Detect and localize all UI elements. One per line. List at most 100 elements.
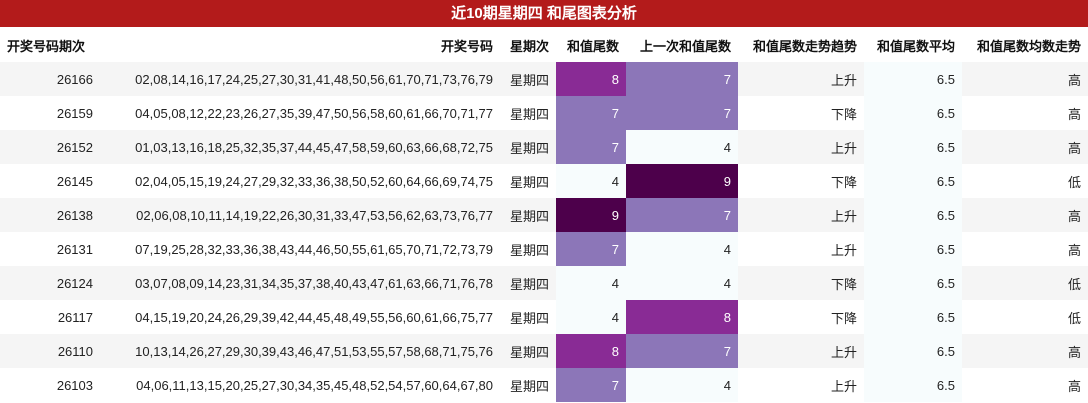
numbers-cell: 04,05,08,12,22,23,26,27,35,39,47,50,56,5… xyxy=(100,96,500,130)
table-row: 26138 02,06,08,10,11,14,19,22,26,30,31,33… xyxy=(0,198,1088,232)
numbers-cell: 02,06,08,10,11,14,19,22,26,30,31,33,47,5… xyxy=(100,198,500,232)
table-row: 26124 03,07,08,09,14,23,31,34,35,37,38,40… xyxy=(0,266,1088,300)
period-cell: 26145 xyxy=(0,164,100,198)
trend-cell: 上升 xyxy=(738,368,864,402)
trend-cell: 上升 xyxy=(738,130,864,164)
period-cell: 26138 xyxy=(0,198,100,232)
header-numbers[interactable]: 开奖号码 xyxy=(100,28,500,62)
avg-cell: 6.5 xyxy=(864,198,962,232)
table-row: 26152 01,03,13,16,18,25,32,35,37,44,45,47… xyxy=(0,130,1088,164)
numbers-cell: 04,06,11,13,15,20,25,27,30,34,35,45,48,5… xyxy=(100,368,500,402)
tail-cell: 9 xyxy=(556,198,626,232)
header-avg[interactable]: 和值尾数平均 xyxy=(864,28,962,62)
avg-cell: 6.5 xyxy=(864,164,962,198)
avg-cell: 6.5 xyxy=(864,130,962,164)
trend-cell: 上升 xyxy=(738,198,864,232)
trend-cell: 上升 xyxy=(738,334,864,368)
prev-tail-cell: 4 xyxy=(626,130,738,164)
prev-tail-cell: 7 xyxy=(626,96,738,130)
trend-cell: 上升 xyxy=(738,232,864,266)
avg-cell: 6.5 xyxy=(864,96,962,130)
table-row: 26110 10,13,14,26,27,29,30,39,43,46,47,51… xyxy=(0,334,1088,368)
avg-trend-cell: 高 xyxy=(962,130,1088,164)
avg-cell: 6.5 xyxy=(864,62,962,96)
header-trend[interactable]: 和值尾数走势趋势 xyxy=(738,28,864,62)
tail-cell: 4 xyxy=(556,164,626,198)
avg-trend-cell: 高 xyxy=(962,96,1088,130)
avg-trend-cell: 高 xyxy=(962,232,1088,266)
table-row: 26145 02,04,05,15,19,24,27,29,32,33,36,38… xyxy=(0,164,1088,198)
header-weekday[interactable]: 星期次 xyxy=(500,28,556,62)
period-cell: 26103 xyxy=(0,368,100,402)
prev-tail-cell: 4 xyxy=(626,232,738,266)
trend-cell: 下降 xyxy=(738,96,864,130)
tail-analysis-table: 开奖号码期次 开奖号码 星期次 和值尾数 上一次和值尾数 和值尾数走势趋势 和值… xyxy=(0,28,1088,402)
period-cell: 26166 xyxy=(0,62,100,96)
prev-tail-cell: 7 xyxy=(626,334,738,368)
prev-tail-cell: 9 xyxy=(626,164,738,198)
avg-trend-cell: 低 xyxy=(962,266,1088,300)
numbers-cell: 01,03,13,16,18,25,32,35,37,44,45,47,58,5… xyxy=(100,130,500,164)
numbers-cell: 04,15,19,20,24,26,29,39,42,44,45,48,49,5… xyxy=(100,300,500,334)
tail-cell: 4 xyxy=(556,266,626,300)
numbers-cell: 02,08,14,16,17,24,25,27,30,31,41,48,50,5… xyxy=(100,62,500,96)
weekday-cell: 星期四 xyxy=(500,164,556,198)
avg-trend-cell: 高 xyxy=(962,198,1088,232)
period-cell: 26131 xyxy=(0,232,100,266)
avg-cell: 6.5 xyxy=(864,300,962,334)
weekday-cell: 星期四 xyxy=(500,300,556,334)
prev-tail-cell: 4 xyxy=(626,266,738,300)
header-prev-tail[interactable]: 上一次和值尾数 xyxy=(626,28,738,62)
weekday-cell: 星期四 xyxy=(500,130,556,164)
weekday-cell: 星期四 xyxy=(500,334,556,368)
avg-cell: 6.5 xyxy=(864,368,962,402)
avg-trend-cell: 低 xyxy=(962,164,1088,198)
period-cell: 26152 xyxy=(0,130,100,164)
table-row: 26159 04,05,08,12,22,23,26,27,35,39,47,50… xyxy=(0,96,1088,130)
tail-cell: 8 xyxy=(556,62,626,96)
avg-cell: 6.5 xyxy=(864,232,962,266)
trend-cell: 下降 xyxy=(738,266,864,300)
period-cell: 26117 xyxy=(0,300,100,334)
prev-tail-cell: 8 xyxy=(626,300,738,334)
trend-cell: 下降 xyxy=(738,300,864,334)
weekday-cell: 星期四 xyxy=(500,266,556,300)
avg-trend-cell: 低 xyxy=(962,300,1088,334)
table-row: 26103 04,06,11,13,15,20,25,27,30,34,35,45… xyxy=(0,368,1088,402)
page-title: 近10期星期四 和尾图表分析 xyxy=(0,0,1088,28)
weekday-cell: 星期四 xyxy=(500,96,556,130)
period-cell: 26159 xyxy=(0,96,100,130)
avg-trend-cell: 高 xyxy=(962,62,1088,96)
tail-cell: 7 xyxy=(556,368,626,402)
avg-trend-cell: 高 xyxy=(962,334,1088,368)
prev-tail-cell: 4 xyxy=(626,368,738,402)
numbers-cell: 02,04,05,15,19,24,27,29,32,33,36,38,50,5… xyxy=(100,164,500,198)
weekday-cell: 星期四 xyxy=(500,198,556,232)
trend-cell: 下降 xyxy=(738,164,864,198)
header-row: 开奖号码期次 开奖号码 星期次 和值尾数 上一次和值尾数 和值尾数走势趋势 和值… xyxy=(0,28,1088,62)
avg-trend-cell: 高 xyxy=(962,368,1088,402)
weekday-cell: 星期四 xyxy=(500,232,556,266)
weekday-cell: 星期四 xyxy=(500,368,556,402)
numbers-cell: 07,19,25,28,32,33,36,38,43,44,46,50,55,6… xyxy=(100,232,500,266)
table-body: 26166 02,08,14,16,17,24,25,27,30,31,41,48… xyxy=(0,62,1088,402)
prev-tail-cell: 7 xyxy=(626,198,738,232)
table-row: 26166 02,08,14,16,17,24,25,27,30,31,41,48… xyxy=(0,62,1088,96)
prev-tail-cell: 7 xyxy=(626,62,738,96)
tail-cell: 7 xyxy=(556,130,626,164)
tail-cell: 7 xyxy=(556,96,626,130)
tail-cell: 7 xyxy=(556,232,626,266)
numbers-cell: 10,13,14,26,27,29,30,39,43,46,47,51,53,5… xyxy=(100,334,500,368)
header-period[interactable]: 开奖号码期次 xyxy=(0,28,100,62)
trend-cell: 上升 xyxy=(738,62,864,96)
numbers-cell: 03,07,08,09,14,23,31,34,35,37,38,40,43,4… xyxy=(100,266,500,300)
header-tail[interactable]: 和值尾数 xyxy=(556,28,626,62)
table-row: 26131 07,19,25,28,32,33,36,38,43,44,46,50… xyxy=(0,232,1088,266)
table-row: 26117 04,15,19,20,24,26,29,39,42,44,45,48… xyxy=(0,300,1088,334)
period-cell: 26110 xyxy=(0,334,100,368)
avg-cell: 6.5 xyxy=(864,266,962,300)
avg-cell: 6.5 xyxy=(864,334,962,368)
period-cell: 26124 xyxy=(0,266,100,300)
tail-cell: 8 xyxy=(556,334,626,368)
header-avg-trend[interactable]: 和值尾数均数走势 xyxy=(962,28,1088,62)
